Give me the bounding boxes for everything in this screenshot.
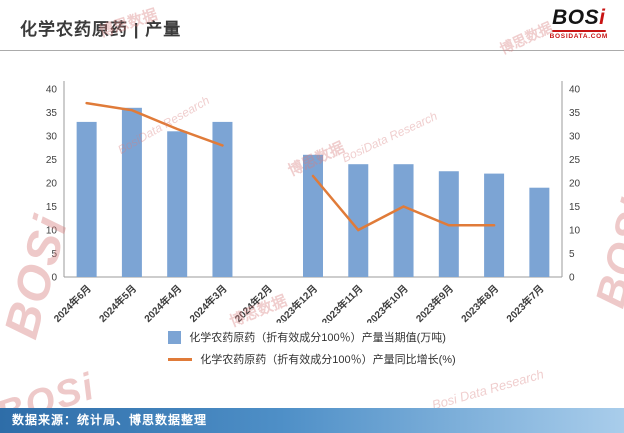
bar [529, 187, 550, 277]
x-axis-label: 2024年5月 [96, 282, 139, 323]
x-axis-label: 2024年6月 [51, 282, 94, 323]
growth-line [85, 101, 224, 147]
x-axis-label: 2024年4月 [141, 282, 184, 323]
y-axis-tick-left: 15 [46, 202, 58, 213]
bar [212, 121, 233, 278]
growth-line [311, 174, 496, 232]
y-axis-tick-right: 0 [569, 273, 575, 284]
y-axis-tick-left: 40 [46, 85, 58, 96]
y-axis-tick-right: 25 [569, 155, 581, 166]
y-axis-tick-left: 20 [46, 179, 58, 190]
page-title: 化学农药原药 | 产量 [20, 20, 182, 39]
x-axis-label: 2024年2月 [232, 282, 275, 323]
y-axis-tick-left: 25 [46, 155, 58, 166]
y-axis-tick-left: 30 [46, 132, 58, 143]
y-axis-tick-left: 0 [51, 273, 57, 284]
bar [348, 164, 369, 277]
bar [393, 164, 414, 277]
data-source-bar: 数据来源：统计局、博思数据整理 [0, 408, 624, 433]
x-axis-label: 2023年11月 [319, 282, 366, 323]
bar [303, 154, 323, 277]
logo-subtitle: BOSIDATA.COM [549, 33, 608, 40]
y-axis-tick-right: 5 [569, 249, 575, 260]
bar [167, 131, 188, 277]
y-axis-tick-right: 30 [569, 132, 581, 143]
x-axis-label: 2023年10月 [364, 282, 411, 323]
bar [76, 121, 97, 278]
header: 化学农药原药 | 产量 BOSi BOSIDATA.COM [0, 0, 624, 51]
line-series-swatch [168, 357, 193, 361]
y-axis-tick-left: 35 [46, 108, 58, 119]
logo-underline [551, 30, 606, 32]
logo-text-bos: BOS [552, 6, 600, 29]
legend-item-production: 化学农药原药（折有效成分100％）产量当期值(万吨) [168, 329, 455, 345]
y-axis-tick-left: 5 [51, 249, 57, 260]
x-axis-label: 2023年7月 [503, 282, 546, 323]
x-axis-label: 2023年8月 [458, 282, 501, 323]
chart-area: 0 0 5 5 10 10 15 15 20 20 25 25 30 30 35 35 40 40 2024年6月 2… [0, 51, 624, 323]
bar-series-swatch [168, 330, 182, 344]
y-axis-tick-right: 20 [569, 179, 581, 190]
y-axis-tick-left: 10 [46, 226, 58, 237]
watermark-en: Bosi Data Research [430, 366, 546, 413]
y-axis-tick-right: 35 [569, 108, 581, 119]
logo-wordmark: BOSi [550, 7, 608, 28]
legend-label-growth: 化学农药原药（折有效成分100％）产量同比增长(%) [200, 354, 456, 366]
y-axis-tick-right: 10 [569, 226, 581, 237]
bosi-logo: BOSi BOSIDATA.COM [550, 7, 608, 41]
y-axis-tick-right: 40 [569, 85, 581, 96]
x-axis-label: 2023年12月 [273, 282, 320, 323]
legend: 化学农药原药（折有效成分100％）产量当期值(万吨) 化学农药原药（折有效成分1… [168, 329, 456, 367]
y-axis-tick-right: 15 [569, 202, 581, 213]
legend-item-growth: 化学农药原药（折有效成分100％）产量同比增长(%) [168, 351, 456, 367]
x-axis-label: 2024年3月 [187, 282, 230, 323]
logo-text-i: i [599, 6, 606, 29]
legend-label-production: 化学农药原药（折有效成分100％）产量当期值(万吨) [189, 332, 446, 344]
x-axis-label: 2023年9月 [413, 282, 456, 323]
bar [121, 107, 142, 277]
